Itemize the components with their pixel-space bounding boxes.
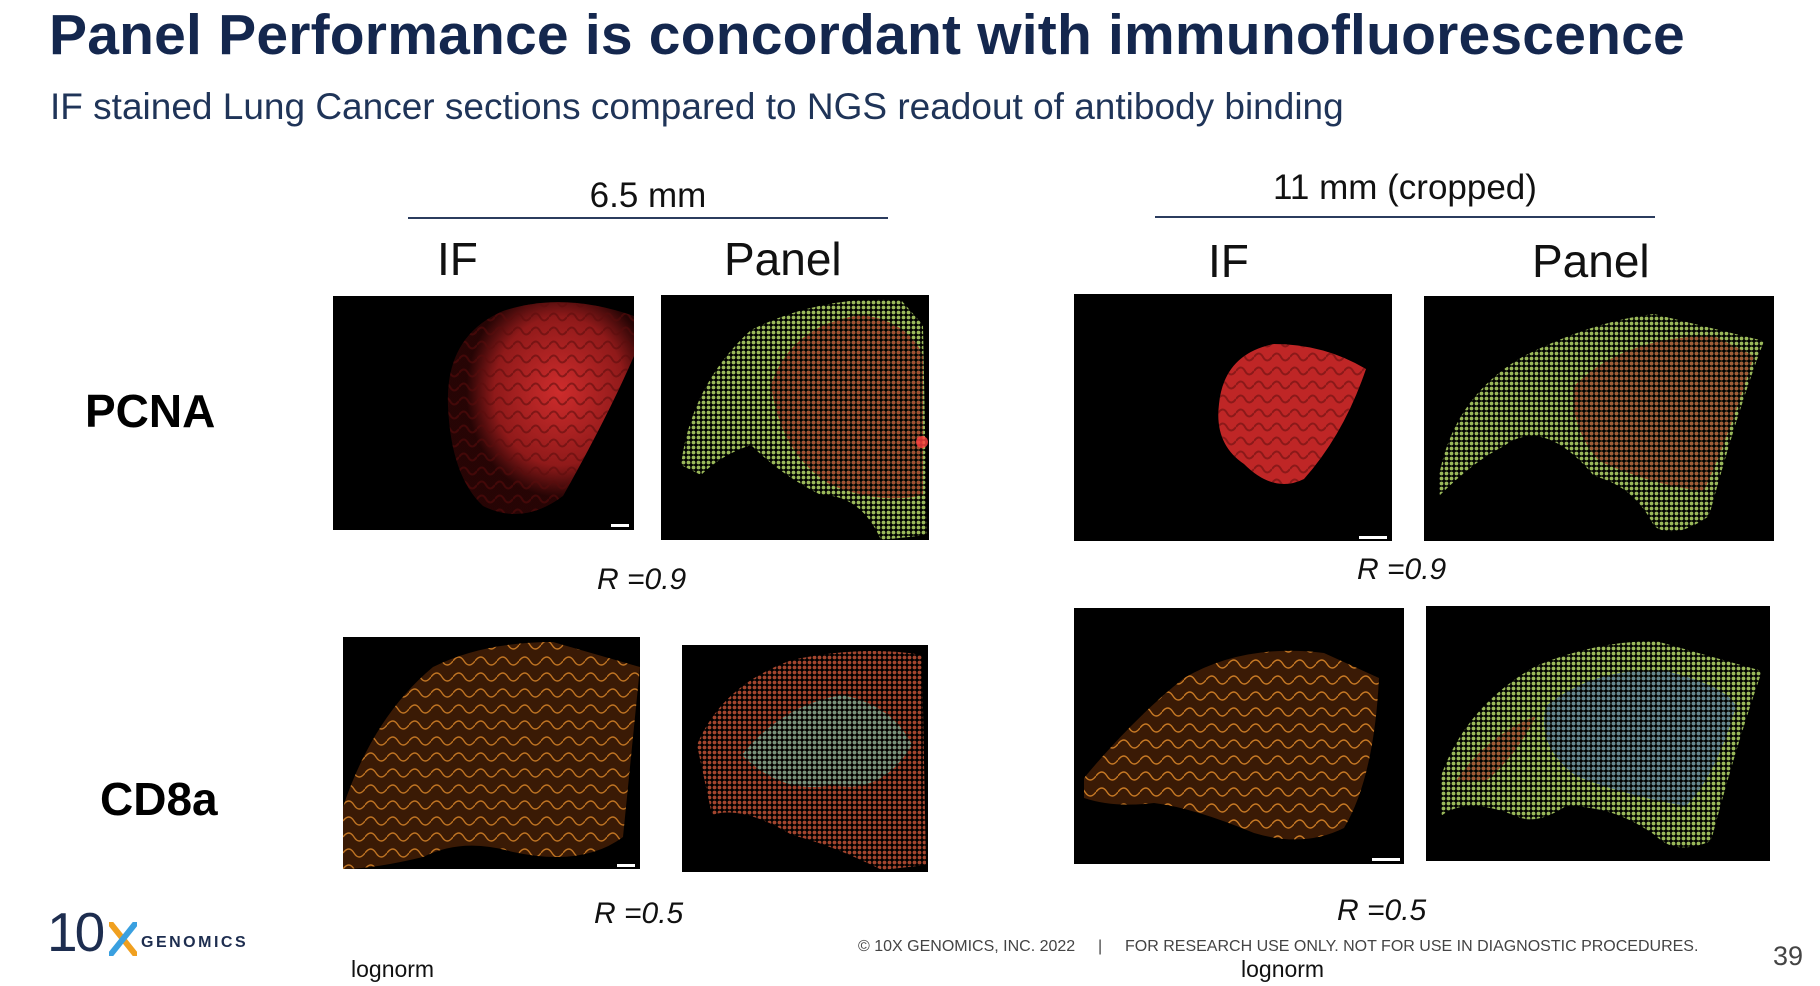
footer-separator: | <box>1098 938 1103 955</box>
scale-rule-right <box>1155 216 1655 218</box>
r-value-cd8a-6.5mm: R =0.5 <box>594 897 684 930</box>
col-header-if-left: IF <box>437 233 478 285</box>
scale-label-11mm: 11 mm (cropped) <box>1273 168 1537 207</box>
col-header-if-right: IF <box>1208 235 1249 287</box>
scale-rule-left <box>408 217 888 219</box>
panel-image-cd8a-6.5mm <box>682 645 928 872</box>
logo-x-icon <box>109 922 137 956</box>
col-header-panel-left: Panel <box>724 233 842 285</box>
scale-label-6.5mm: 6.5 mm <box>589 176 707 215</box>
page-number: 39 <box>1773 941 1804 971</box>
row-label-cd8a: CD8a <box>100 773 218 825</box>
if-image-cd8a-11mm <box>1074 608 1404 864</box>
panel-image-pcna-6.5mm <box>661 295 929 540</box>
slide-subtitle: IF stained Lung Cancer sections compared… <box>50 86 1344 127</box>
if-image-cd8a-6.5mm <box>343 637 640 869</box>
footer-copyright: © 10X GENOMICS, INC. 2022 <box>858 938 1076 955</box>
logo-wordmark: GENOMICS <box>141 934 249 951</box>
logo-number: 10 <box>47 901 105 963</box>
if-image-pcna-11mm <box>1074 294 1392 541</box>
panel-image-pcna-11mm <box>1424 296 1774 541</box>
lognorm-label-right: lognorm <box>1241 956 1325 982</box>
slide-title: Panel Performance is concordant with imm… <box>49 3 1685 67</box>
r-value-pcna-11mm: R =0.9 <box>1357 553 1447 586</box>
footer-disclaimer: FOR RESEARCH USE ONLY. NOT FOR USE IN DI… <box>1125 938 1699 955</box>
if-image-pcna-6.5mm <box>333 296 634 530</box>
logo: 10 GENOMICS <box>47 901 249 966</box>
lognorm-label-left: lognorm <box>351 956 435 982</box>
r-value-pcna-6.5mm: R =0.9 <box>597 563 687 596</box>
r-value-cd8a-11mm: R =0.5 <box>1337 894 1427 927</box>
panel-image-cd8a-11mm <box>1426 606 1770 861</box>
col-header-panel-right: Panel <box>1532 235 1650 287</box>
row-label-pcna: PCNA <box>85 385 216 437</box>
